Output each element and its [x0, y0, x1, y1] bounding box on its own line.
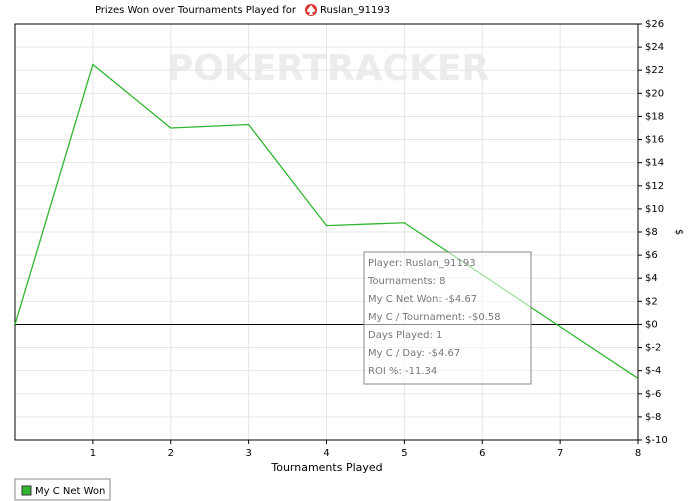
x-tick-label: 2: [168, 448, 174, 459]
spade-icon: [305, 4, 317, 16]
tooltip-line: Player: Ruslan_91193: [368, 258, 476, 269]
y-tick-label: $20: [645, 88, 664, 99]
y-tick-label: $26: [645, 19, 664, 30]
watermark: POKERTRACKER: [167, 48, 489, 89]
tooltip-line: My C Net Won: -$4.67: [368, 294, 477, 305]
y-tick-label: $8: [645, 227, 658, 238]
y-tick-label: $12: [645, 181, 664, 192]
y-tick-label: $4: [645, 273, 658, 284]
tooltip: [363, 251, 532, 385]
chart-title: Prizes Won over Tournaments Played for: [95, 5, 297, 16]
y-tick-label: $6: [645, 250, 658, 261]
y-tick-label: $0: [645, 319, 658, 330]
x-tick-label: 6: [479, 448, 485, 459]
y-axis-label: $: [673, 229, 684, 235]
tooltip-line: My C / Day: -$4.67: [368, 348, 460, 359]
x-tick-label: 5: [401, 448, 407, 459]
y-tick-label: $24: [645, 42, 664, 53]
x-tick-label: 4: [323, 448, 329, 459]
x-tick-label: 7: [557, 448, 563, 459]
y-tick-label: $-4: [645, 366, 661, 377]
y-tick-label: $18: [645, 111, 664, 122]
y-tick-label: $22: [645, 65, 664, 76]
tooltip-line: My C / Tournament: -$0.58: [368, 312, 501, 323]
y-tick-label: $14: [645, 158, 664, 169]
y-tick-label: $10: [645, 204, 664, 215]
tooltip-line: Days Played: 1: [368, 330, 442, 341]
plot-frame: [14, 23, 639, 441]
x-tick-label: 1: [90, 448, 96, 459]
y-tick-label: $16: [645, 135, 664, 146]
x-tick-label: 8: [635, 448, 641, 459]
x-tick-label: 3: [245, 448, 251, 459]
y-tick-label: $-10: [645, 435, 668, 446]
tooltip-line: Tournaments: 8: [367, 276, 446, 287]
chart-player: Ruslan_91193: [320, 5, 390, 16]
legend-swatch: [21, 485, 32, 496]
tooltip-line: ROI %: -11.34: [368, 366, 437, 377]
y-tick-label: $-2: [645, 343, 661, 354]
y-tick-label: $-8: [645, 412, 661, 423]
x-axis-label: Tournaments Played: [270, 461, 382, 474]
legend-label: My C Net Won: [35, 486, 105, 497]
series-line: [14, 63, 639, 379]
y-tick-label: $-6: [645, 389, 661, 400]
legend: [14, 478, 111, 501]
y-tick-label: $2: [645, 296, 658, 307]
